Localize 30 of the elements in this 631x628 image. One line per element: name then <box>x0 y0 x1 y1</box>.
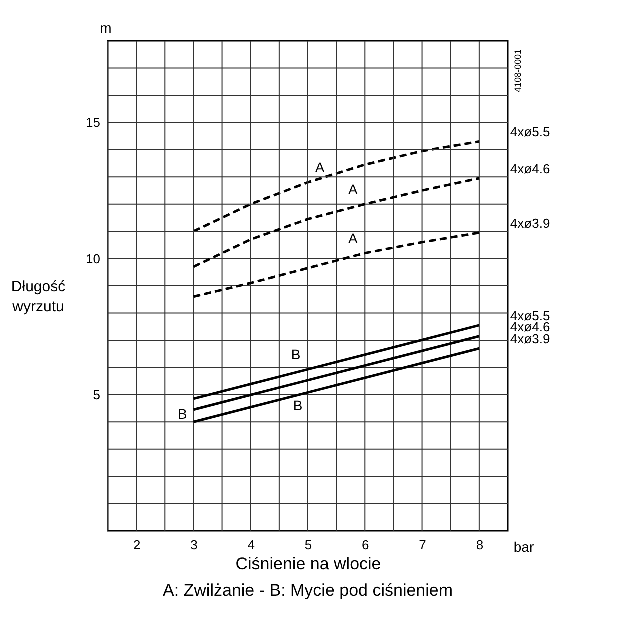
x-tick-label: 4 <box>248 538 255 552</box>
text: 4xø4.6 <box>510 161 550 176</box>
annotation: A <box>348 230 358 246</box>
x-axis-title: Ciśnienie na wlocie <box>236 554 382 574</box>
text: 4xø5.5 <box>510 308 550 324</box>
line-series <box>192 140 481 233</box>
line-series <box>192 177 481 268</box>
annotation: A <box>315 160 326 176</box>
annotation: B <box>291 346 301 363</box>
x-tick-label: 8 <box>476 538 484 552</box>
text: 4xø3.9 <box>510 332 550 347</box>
text: bar <box>514 539 534 555</box>
y-tick-label: 5 <box>93 387 100 402</box>
annotation: B <box>293 398 303 414</box>
annotation: A <box>348 181 358 198</box>
annotation: B <box>178 406 188 422</box>
y-tick-label: 10 <box>86 251 100 266</box>
text: m <box>100 20 112 36</box>
text: 4xø5.5 <box>510 124 550 140</box>
x-tick-label: 3 <box>190 538 198 552</box>
x-tick-label: 5 <box>304 538 312 552</box>
text: 4108-0001 <box>513 49 523 93</box>
x-tick-label: 2 <box>133 538 141 552</box>
x-tick-label: 6 <box>362 538 370 552</box>
y-axis-title: Długość wyrzutu <box>11 278 66 316</box>
x-tick-label: 7 <box>419 538 426 552</box>
text: A: Zwilżanie - B: Mycie pod ciśnieniem <box>162 581 454 600</box>
text: 4xø3.9 <box>510 216 550 231</box>
y-tick-label: 15 <box>86 115 100 130</box>
line-series <box>192 232 481 298</box>
